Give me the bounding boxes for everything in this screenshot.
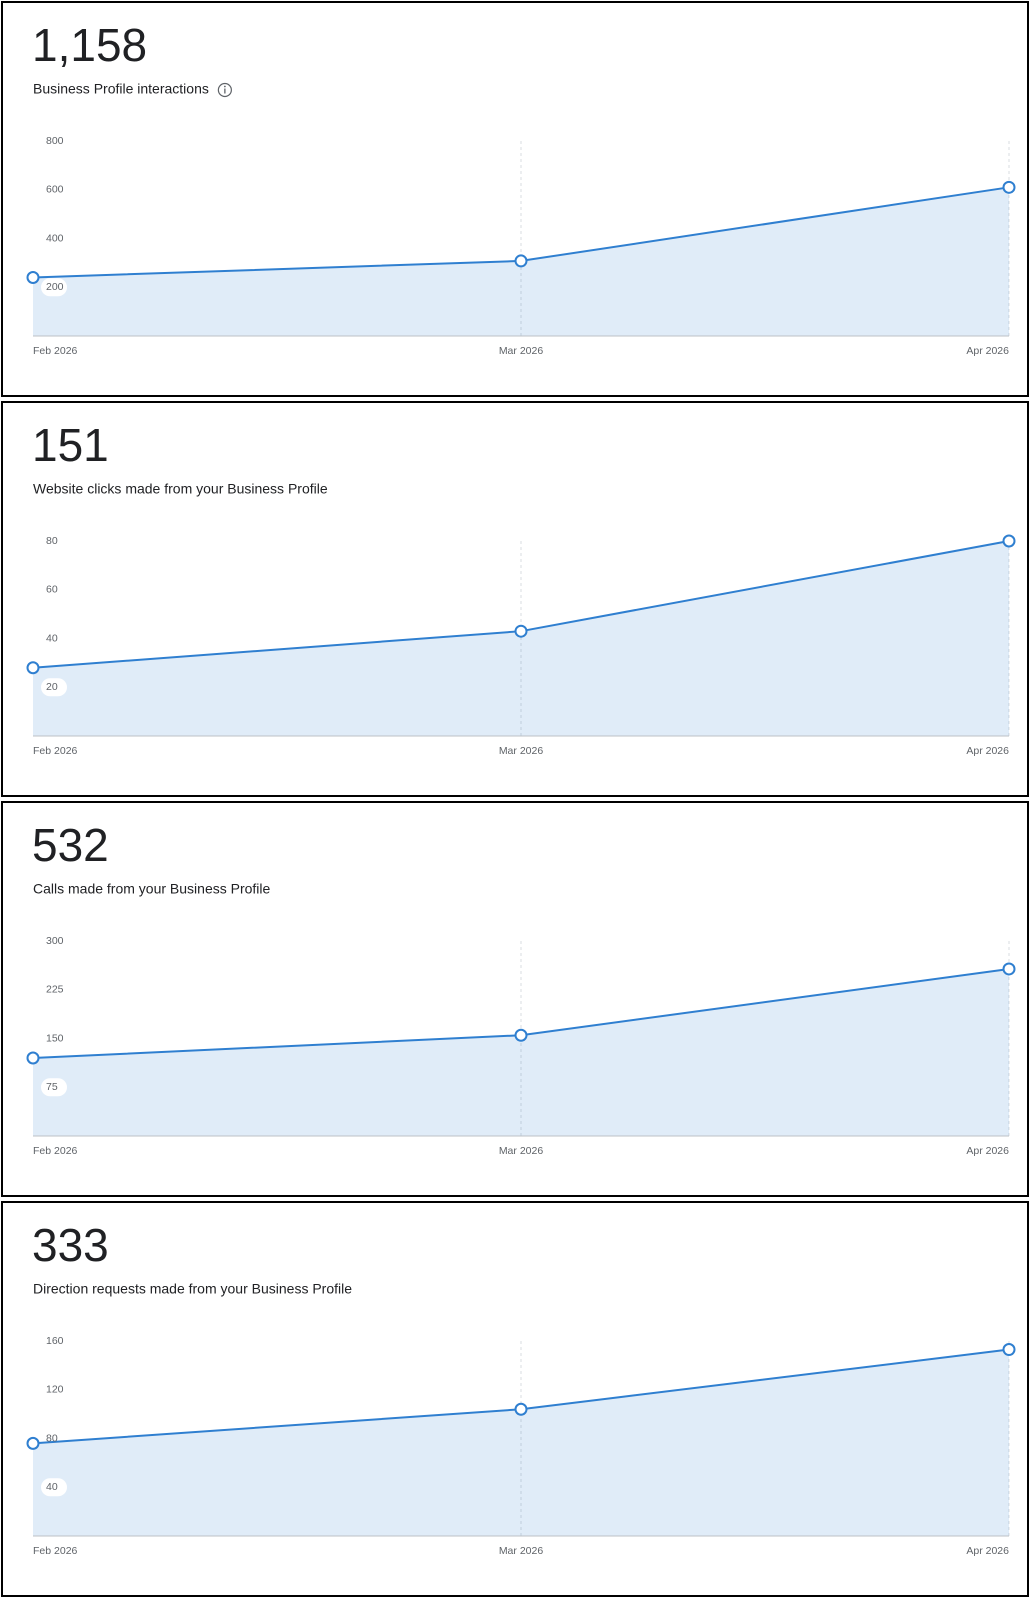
y-tick-label-pill xyxy=(41,1478,67,1497)
x-tick-label: Feb 2026 xyxy=(33,1145,78,1157)
y-tick-label: 120 xyxy=(46,1384,64,1396)
y-tick-label: 40 xyxy=(46,1481,58,1493)
x-tick-label: Mar 2026 xyxy=(499,345,544,357)
y-tick-label: 80 xyxy=(46,1432,58,1444)
info-icon xyxy=(217,82,232,98)
area xyxy=(33,968,1009,1136)
metric-title: Business Profile interactions xyxy=(33,81,209,97)
metric-title: Direction requests made from your Busine… xyxy=(33,1281,352,1297)
metric-total: 1,158 xyxy=(32,19,147,71)
metric-title: Calls made from your Business Profile xyxy=(33,881,271,897)
y-tick-label-pill xyxy=(41,1078,67,1097)
point xyxy=(1002,962,1016,976)
x-tick-label: Apr 2026 xyxy=(966,345,1009,357)
y-tick-label: 600 xyxy=(46,184,64,196)
x-tick-label: Apr 2026 xyxy=(966,1145,1009,1157)
x-tick-label: Apr 2026 xyxy=(966,745,1009,757)
point xyxy=(514,254,528,268)
metric-total: 333 xyxy=(32,1219,109,1271)
chart: 1,158 Business Profile interactions 200 400… xyxy=(26,19,1016,357)
x-tick-label: Mar 2026 xyxy=(499,745,544,757)
y-tick-label: 160 xyxy=(46,1335,64,1347)
area xyxy=(33,541,1009,736)
point xyxy=(26,1051,40,1065)
y-tick-label: 40 xyxy=(46,632,58,644)
y-tick-label-pill xyxy=(41,278,67,297)
y-tick-label: 200 xyxy=(46,281,64,293)
info-icon-dot xyxy=(223,85,226,88)
metric-card: 532 Calls made from your Business Profile… xyxy=(1,801,1029,1197)
y-tick-label: 80 xyxy=(46,535,58,547)
metric-total: 151 xyxy=(32,419,109,471)
point xyxy=(1002,180,1016,194)
x-tick-label: Feb 2026 xyxy=(33,745,78,757)
area xyxy=(33,1349,1009,1536)
point xyxy=(514,1402,528,1416)
point xyxy=(26,271,40,284)
y-tick-label: 400 xyxy=(46,232,64,244)
point xyxy=(26,1436,40,1450)
x-tick-label: Mar 2026 xyxy=(499,1145,544,1157)
metric-title: Website clicks made from your Business P… xyxy=(33,481,328,497)
point xyxy=(1002,1343,1016,1357)
y-tick-label: 20 xyxy=(46,681,58,693)
metric-card: 1,158 Business Profile interactions 200 400… xyxy=(1,1,1029,397)
y-tick-label-pill xyxy=(41,678,67,697)
metric-card: 151 Website clicks made from your Busines… xyxy=(1,401,1029,797)
y-tick-label: 60 xyxy=(46,584,58,596)
y-tick-label: 800 xyxy=(46,135,64,147)
y-tick-label: 225 xyxy=(46,984,64,996)
x-tick-label: Apr 2026 xyxy=(966,1545,1009,1557)
y-tick-label: 300 xyxy=(46,935,64,947)
y-tick-label: 75 xyxy=(46,1081,58,1093)
chart: 333 Direction requests made from your Bus… xyxy=(26,1219,1016,1557)
metric-card: 333 Direction requests made from your Bus… xyxy=(1,1201,1029,1597)
metric-total: 532 xyxy=(32,819,109,871)
x-tick-label: Feb 2026 xyxy=(33,345,78,357)
point xyxy=(514,624,528,638)
x-tick-label: Mar 2026 xyxy=(499,1545,544,1557)
point xyxy=(514,1028,528,1042)
x-tick-label: Feb 2026 xyxy=(33,1545,78,1557)
chart: 151 Website clicks made from your Busines… xyxy=(26,419,1016,757)
chart: 532 Calls made from your Business Profile… xyxy=(26,819,1016,1157)
y-tick-label: 150 xyxy=(46,1032,64,1044)
point xyxy=(26,661,40,675)
point xyxy=(1002,534,1016,548)
